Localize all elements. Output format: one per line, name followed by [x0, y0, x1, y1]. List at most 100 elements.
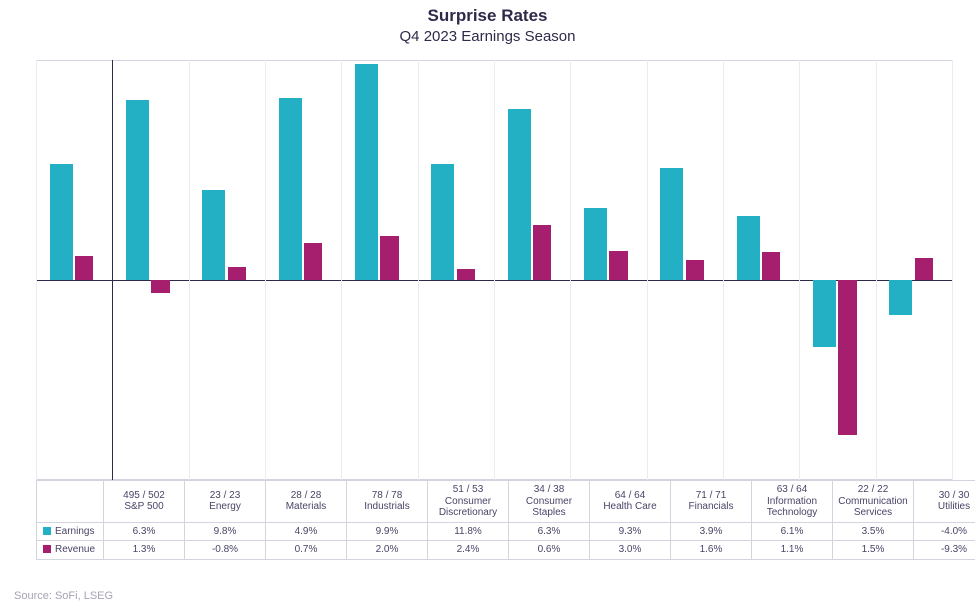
- table-cell-earnings: 6.1%: [752, 522, 833, 541]
- table-category-header: 23 / 23Energy: [185, 481, 266, 523]
- bar-revenue: [533, 225, 551, 280]
- bar-revenue: [228, 267, 246, 280]
- table-cell-revenue: 1.1%: [752, 541, 833, 560]
- table-cell-earnings: 9.3%: [590, 522, 671, 541]
- chart-container: Surprise Rates Q4 2023 Earnings Season 4…: [0, 0, 975, 608]
- table-cell-earnings: 6.3%: [509, 522, 590, 541]
- bar-revenue: [838, 280, 856, 435]
- table-cell-revenue: 0.7%: [266, 541, 347, 560]
- category-separator: [36, 60, 37, 480]
- category-name: Information Technology: [754, 496, 830, 519]
- bar-earnings: [50, 164, 73, 279]
- bar-revenue: [380, 236, 398, 280]
- legend-swatch-revenue: [43, 545, 51, 553]
- bar-earnings: [355, 64, 378, 280]
- table-cell-revenue: 1.3%: [104, 541, 185, 560]
- table-cell-earnings: -4.0%: [914, 522, 975, 541]
- bar-revenue: [915, 258, 933, 280]
- table-cell-revenue: 3.0%: [590, 541, 671, 560]
- bar-earnings: [737, 216, 760, 280]
- category-separator: [341, 60, 342, 480]
- bar-earnings: [126, 100, 149, 280]
- bar-earnings: [889, 280, 912, 315]
- table-category-header: 71 / 71Financials: [671, 481, 752, 523]
- category-name: Financials: [673, 501, 749, 513]
- bar-earnings: [279, 98, 302, 279]
- category-separator: [799, 60, 800, 480]
- table-cell-revenue: 2.4%: [428, 541, 509, 560]
- category-name: Communication Services: [835, 496, 911, 519]
- table-category-header: 495 / 502S&P 500: [104, 481, 185, 523]
- bar-revenue: [686, 260, 704, 280]
- table-cell-earnings: 11.8%: [428, 522, 509, 541]
- table-cell-earnings: 6.3%: [104, 522, 185, 541]
- category-separator: [723, 60, 724, 480]
- category-separator: [189, 60, 190, 480]
- category-name: Consumer Discretionary: [430, 496, 506, 519]
- table-cell-revenue: -0.8%: [185, 541, 266, 560]
- table-cell-revenue: 0.6%: [509, 541, 590, 560]
- category-name: Materials: [268, 501, 344, 513]
- category-name: Consumer Staples: [511, 496, 587, 519]
- category-separator: [952, 60, 953, 480]
- category-count: 495 / 502: [106, 490, 182, 502]
- bar-revenue: [75, 256, 93, 280]
- category-count: 23 / 23: [187, 490, 263, 502]
- bar-earnings: [584, 208, 607, 279]
- category-separator: [494, 60, 495, 480]
- category-name: Utilities: [916, 501, 975, 513]
- bar-earnings: [202, 190, 225, 280]
- table-cell-earnings: 4.9%: [266, 522, 347, 541]
- table-category-header: 34 / 38Consumer Staples: [509, 481, 590, 523]
- category-count: 34 / 38: [511, 484, 587, 496]
- table-category-header: 78 / 78Industrials: [347, 481, 428, 523]
- table-cell-revenue: -9.3%: [914, 541, 975, 560]
- chart-plot-area: [36, 60, 952, 480]
- table-cell-earnings: 3.5%: [833, 522, 914, 541]
- table-cell-revenue: 1.5%: [833, 541, 914, 560]
- bar-earnings: [508, 109, 531, 279]
- category-separator: [570, 60, 571, 480]
- category-count: 71 / 71: [673, 490, 749, 502]
- category-separator: [265, 60, 266, 480]
- table-cell-earnings: 3.9%: [671, 522, 752, 541]
- category-count: 51 / 53: [430, 484, 506, 496]
- y-axis-line: [112, 60, 113, 480]
- category-name: Health Care: [592, 501, 668, 513]
- table-category-header: 22 / 22Communication Services: [833, 481, 914, 523]
- table-category-header: 63 / 64Information Technology: [752, 481, 833, 523]
- table-cell-earnings: 9.8%: [185, 522, 266, 541]
- bar-earnings: [660, 168, 683, 280]
- table-corner-cell: [37, 481, 104, 523]
- data-table: 495 / 502S&P 50023 / 23Energy28 / 28Mate…: [36, 480, 952, 560]
- series-label: Earnings: [55, 526, 94, 537]
- source-attribution: Source: SoFi, LSEG: [14, 590, 113, 602]
- table-cell-revenue: 1.6%: [671, 541, 752, 560]
- bar-revenue: [762, 252, 780, 279]
- table-category-header: 28 / 28Materials: [266, 481, 347, 523]
- legend-swatch-earnings: [43, 527, 51, 535]
- bar-revenue: [151, 280, 169, 293]
- table-category-header: 64 / 64Health Care: [590, 481, 671, 523]
- category-count: 22 / 22: [835, 484, 911, 496]
- category-separator: [647, 60, 648, 480]
- series-label-cell: Earnings: [37, 522, 104, 541]
- bar-earnings: [431, 164, 454, 279]
- series-label: Revenue: [55, 544, 95, 555]
- table-cell-revenue: 2.0%: [347, 541, 428, 560]
- category-count: 78 / 78: [349, 490, 425, 502]
- bar-revenue: [304, 243, 322, 280]
- category-separator: [876, 60, 877, 480]
- bar-revenue: [609, 251, 627, 280]
- table-cell-earnings: 9.9%: [347, 522, 428, 541]
- chart-subtitle: Q4 2023 Earnings Season: [0, 28, 975, 45]
- category-separator: [418, 60, 419, 480]
- category-count: 30 / 30: [916, 490, 975, 502]
- category-name: Industrials: [349, 501, 425, 513]
- bar-revenue: [457, 269, 475, 280]
- bar-earnings: [813, 280, 836, 347]
- category-count: 64 / 64: [592, 490, 668, 502]
- table-category-header: 51 / 53Consumer Discretionary: [428, 481, 509, 523]
- table-category-header: 30 / 30Utilities: [914, 481, 975, 523]
- chart-title: Surprise Rates: [0, 6, 975, 26]
